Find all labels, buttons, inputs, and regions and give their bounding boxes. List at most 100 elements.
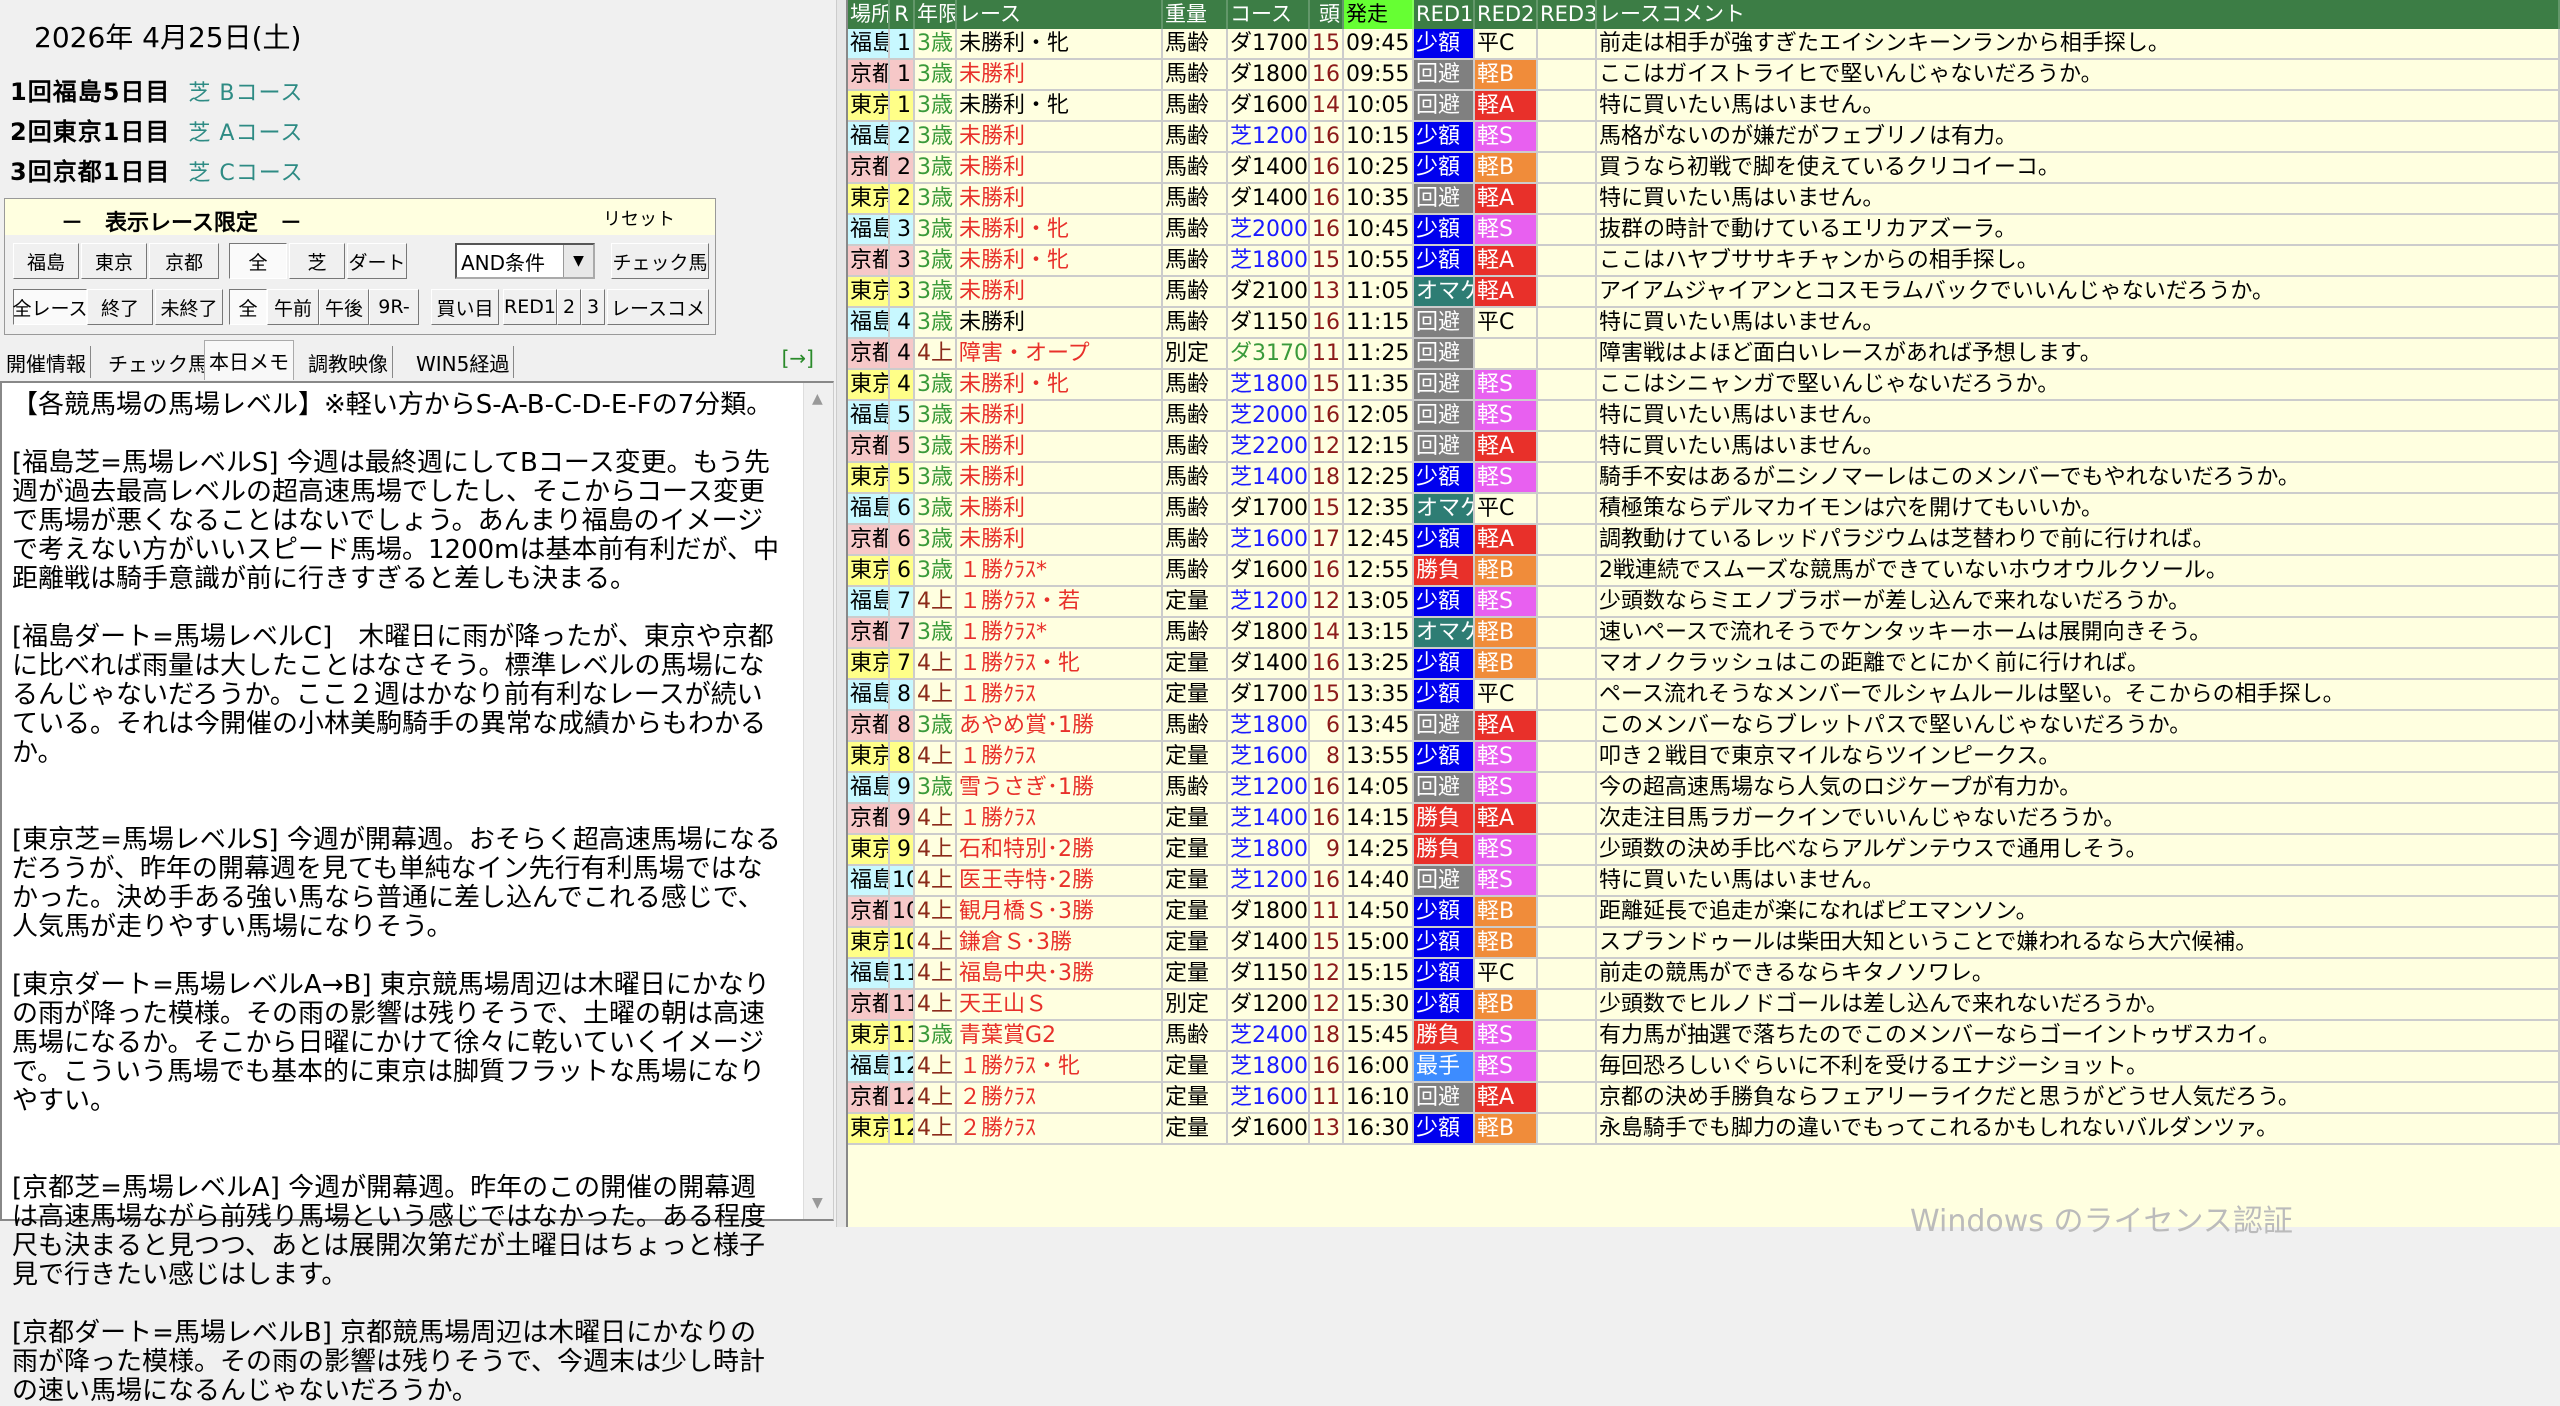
table-row[interactable]: 東京 8 4上 １勝ｸﾗｽ 定量 芝1600 8 13:55 少額 軽S 叩き２戦目で東京マイルなら… [848,742,2560,773]
chevron-down-icon[interactable]: ▼ [563,245,593,277]
column-header-r[interactable]: R [890,0,915,29]
tab-check-horse[interactable]: チェック馬 [104,346,213,378]
cell-mark1: 回避 [1414,773,1475,802]
cell-time: 15:00 [1344,928,1414,957]
filter-kyoto[interactable]: 京都 [149,243,219,279]
table-row[interactable]: 東京 5 3歳 未勝利 馬齢 芝1400 18 12:25 少額 軽S 騎手不安はあるがニシノマーレ… [848,463,2560,494]
filter-9r-plus[interactable]: 9R- [369,289,419,325]
cell-comment: 買うなら初戦で脚を使えているクリコイーコ。 [1597,153,2560,182]
cell-mark2: 軽B [1475,897,1538,926]
expand-arrow-button[interactable]: [→] [781,346,814,370]
condition-select[interactable]: AND条件 ▼ [455,243,595,279]
column-header-mark1[interactable]: RED1 [1414,0,1475,29]
table-row[interactable]: 京都 4 4上 障害・オープ 別定 ダ3170 11 11:25 回避 障害戦はよほど面白いレース… [848,339,2560,370]
table-row[interactable]: 福島 2 3歳 未勝利 馬齢 芝1200 16 10:15 少額 軽S 馬格がないのが嫌だがフェブリ… [848,122,2560,153]
filter-turf[interactable]: 芝 [289,243,345,279]
column-header-heads[interactable]: 頭 [1310,0,1344,29]
filter-dirt[interactable]: ダート [347,243,407,279]
filter-mark3[interactable]: 3 [581,289,605,325]
filter-bets[interactable]: 買い目 [431,289,499,325]
table-row[interactable]: 福島 8 4上 １勝ｸﾗｽ 定量 ダ1700 15 13:35 少額 平C ペース流れそうなメンバー… [848,680,2560,711]
table-row[interactable]: 東京 4 3歳 未勝利・牝 馬齢 芝1800 15 11:35 回避 軽S ここはシニャンガで堅いん… [848,370,2560,401]
cell-course: ダ1700 [1230,29,1310,58]
table-row[interactable]: 東京 1 3歳 未勝利・牝 馬齢 ダ1600 14 10:05 回避 軽A 特に買いたい馬はいません… [848,91,2560,122]
table-row[interactable]: 東京 9 4上 石和特別･2勝 定量 芝1800 9 14:25 勝負 軽S 少頭数の決め手比べなら… [848,835,2560,866]
tab-win5[interactable]: WIN5経過 [412,346,515,378]
column-header-comment[interactable]: レースコメント [1597,0,2560,29]
table-row[interactable]: 福島 7 4上 １勝ｸﾗｽ・若 定量 芝1200 12 13:05 少額 軽S 少頭数ならミエノブラ… [848,587,2560,618]
filter-unfinished[interactable]: 未終了 [155,289,223,325]
filter-all-races[interactable]: 全レース [12,289,88,325]
table-row[interactable]: 福島 5 3歳 未勝利 馬齢 芝2000 16 12:05 回避 軽S 特に買いたい馬はいません。 [848,401,2560,432]
memo-scrollbar[interactable]: ▲ ▼ [803,383,833,1219]
column-header-weight[interactable]: 重量 [1163,0,1228,29]
table-row[interactable]: 福島 1 3歳 未勝利・牝 馬齢 ダ1700 15 09:45 少額 平C 前走は相手が強すぎたエイ… [848,29,2560,60]
column-header-time[interactable]: 発走 [1344,0,1414,29]
cell-weight: 馬齢 [1163,711,1228,740]
column-header-race[interactable]: レース [957,0,1163,29]
table-row[interactable]: 京都 8 3歳 あやめ賞･1勝 馬齢 芝1800 6 13:45 回避 軽A このメンバーならブレッ… [848,711,2560,742]
scroll-up-icon[interactable]: ▲ [812,391,823,407]
filter-mark2[interactable]: 2 [557,289,581,325]
cell-r: 12 [890,1083,915,1112]
cell-race: 未勝利・牝 [957,215,1163,244]
cell-r: 1 [890,29,915,58]
filter-afternoon[interactable]: 午後 [319,289,369,325]
memo-textarea[interactable]: 【各競馬場の馬場レベル】※軽い方からS-A-B-C-D-E-Fの7分類。 [福島… [0,381,834,1406]
cell-mark2: 軽B [1475,556,1538,585]
table-row[interactable]: 東京 7 4上 １勝ｸﾗｽ・牝 定量 ダ1400 16 13:25 少額 軽B マオノクラッシュはこ… [848,649,2560,680]
scroll-down-icon[interactable]: ▼ [812,1195,823,1211]
table-row[interactable]: 京都 6 3歳 未勝利 馬齢 芝1600 17 12:45 少額 軽A 調教動けているレッドパラジウ… [848,525,2560,556]
cell-mark2: 平C [1475,680,1538,709]
filter-time-all[interactable]: 全 [229,289,267,325]
filter-fukushima[interactable]: 福島 [13,243,79,279]
table-row[interactable]: 京都 9 4上 １勝ｸﾗｽ 定量 芝1400 16 14:15 勝負 軽A 次走注目馬ラガークインで… [848,804,2560,835]
table-row[interactable]: 京都 1 3歳 未勝利 馬齢 ダ1800 16 09:55 回避 軽B ここはガイストライヒで堅いん… [848,60,2560,91]
cell-age: 3歳 [915,29,957,58]
cell-mark1: オマケ [1414,618,1475,647]
table-row[interactable]: 京都 3 3歳 未勝利・牝 馬齢 芝1800 15 10:55 少額 軽A ここはハヤブササキチャン… [848,246,2560,277]
filter-mark1[interactable]: RED1 [503,289,557,325]
filter-race-comment[interactable]: レースコメ [607,289,709,325]
cell-mark3 [1538,1052,1597,1081]
table-row[interactable]: 東京 6 3歳 １勝ｸﾗｽ* 馬齢 ダ1600 16 12:55 勝負 軽B 2戦連続でスムーズな競… [848,556,2560,587]
memo-text[interactable]: 【各競馬場の馬場レベル】※軽い方からS-A-B-C-D-E-Fの7分類。 [福島… [12,390,781,1406]
table-row[interactable]: 福島 4 3歳 未勝利 馬齢 ダ1150 16 11:15 回避 平C 特に買いたい馬はいません。 [848,308,2560,339]
check-horse-button[interactable]: チェック馬 [611,243,709,279]
column-header-venue[interactable]: 場所 [848,0,890,29]
column-header-mark3[interactable]: RED3 [1538,0,1597,29]
column-header-age[interactable]: 年限 [915,0,957,29]
cell-heads: 16 [1310,60,1344,89]
tab-today-memo[interactable]: 本日メモ [204,340,294,380]
table-row[interactable]: 福島 3 3歳 未勝利・牝 馬齢 芝2000 16 10:45 少額 軽S 抜群の時計で動けているエ… [848,215,2560,246]
table-row[interactable]: 福島 9 3歳 雪うさぎ･1勝 馬齢 芝1200 16 14:05 回避 軽S 今の超高速馬場なら人… [848,773,2560,804]
table-row[interactable]: 京都 5 3歳 未勝利 馬齢 芝2200 12 12:15 回避 軽A 特に買いたい馬はいません。 [848,432,2560,463]
reset-button[interactable]: リセット [603,209,675,230]
filter-finished[interactable]: 終了 [87,289,153,325]
table-row[interactable]: 京都 2 3歳 未勝利 馬齢 ダ1400 16 10:25 少額 軽B 買うなら初戦で脚を使えている… [848,153,2560,184]
table-row[interactable]: 東京 2 3歳 未勝利 馬齢 ダ1400 16 10:35 回避 軽A 特に買いたい馬はいません。 [848,184,2560,215]
cell-comment: ここはシニャンガで堅いんじゃないだろうか。 [1597,370,2560,399]
column-header-course[interactable]: コース [1228,0,1310,29]
cell-mark3 [1538,60,1597,89]
cell-heads: 11 [1310,897,1344,926]
filter-tokyo[interactable]: 東京 [81,243,147,279]
filter-morning[interactable]: 午前 [267,289,319,325]
tab-training-video[interactable]: 調教映像 [304,346,393,378]
filter-surface-all[interactable]: 全 [229,243,287,279]
column-header-mark2[interactable]: RED2 [1475,0,1538,29]
tab-meeting-info[interactable]: 開催情報 [2,346,91,378]
panel-splitter[interactable] [836,0,846,1227]
